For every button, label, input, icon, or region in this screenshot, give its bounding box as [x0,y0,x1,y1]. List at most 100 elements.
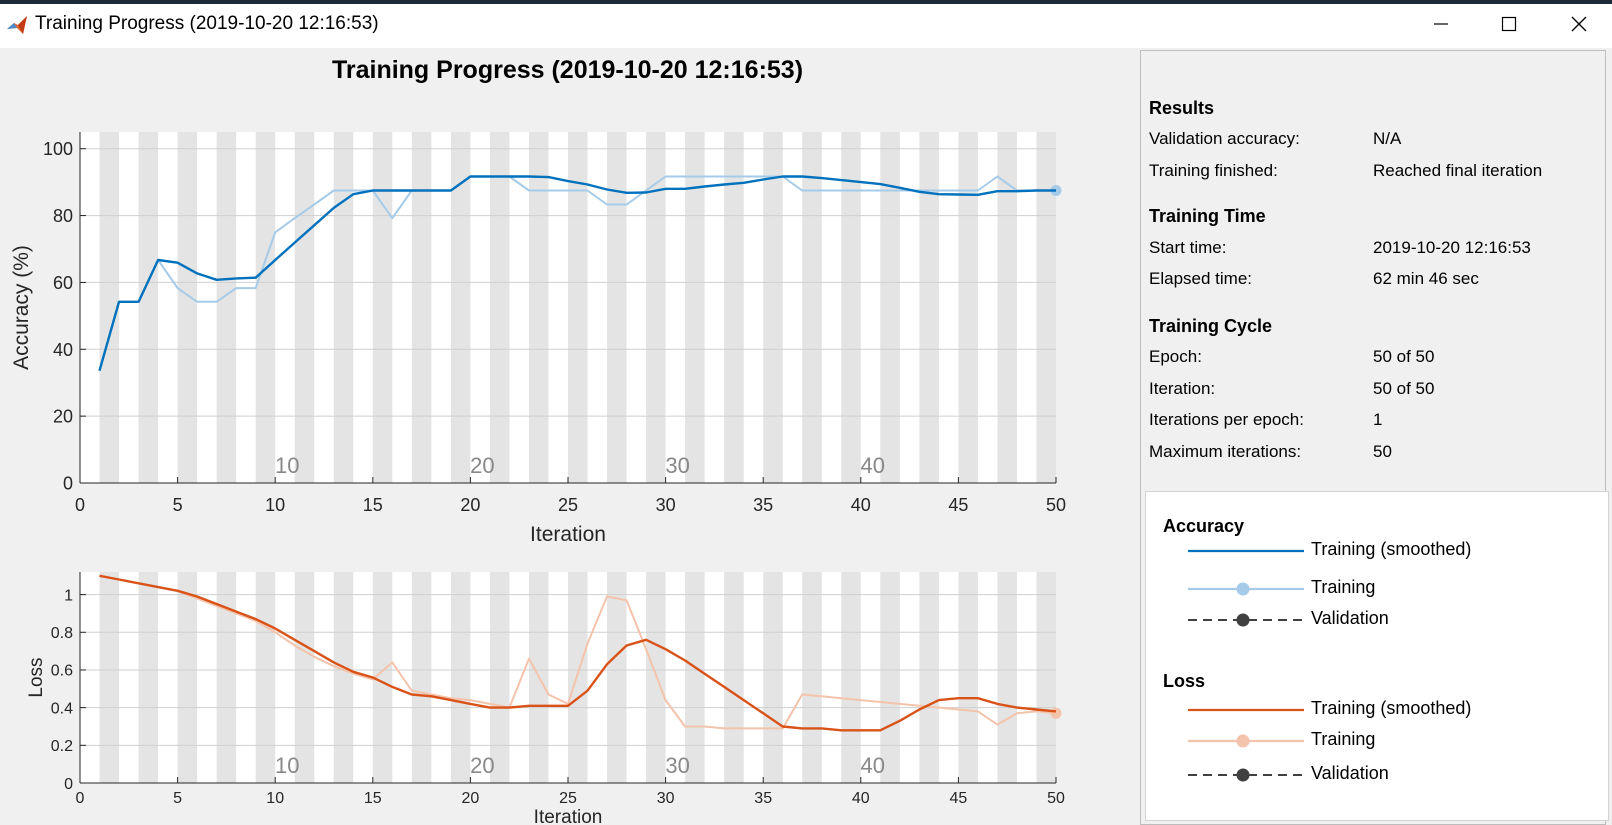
epoch-label: 30 [665,753,689,778]
x-tick-label: 30 [656,495,676,515]
minimize-button[interactable] [1408,0,1474,48]
epoch-label: Epoch: [1149,347,1202,366]
x-tick-label: 15 [364,790,382,807]
series-line-training [98,175,1056,371]
training-cycle-heading: Training Cycle [1149,316,1273,336]
validation-accuracy-label: Validation accuracy: [1149,129,1300,148]
final-point-marker [1050,707,1062,719]
series-line-smoothed [99,574,1057,732]
epoch-band [99,132,120,483]
epoch-band [685,572,705,783]
x-tick-label: 0 [75,495,85,515]
x-tick-label: 20 [460,495,480,515]
y-tick-label: 0.8 [51,625,73,642]
training-finished-label: Training finished: [1149,161,1278,180]
legend-accuracy-smoothed: Training (smoothed) [1311,539,1472,559]
x-tick-label: 45 [948,495,968,515]
epoch-band [1036,132,1056,483]
x-tick-label: 40 [851,495,871,515]
y-tick-label: 0.4 [51,700,73,717]
epoch-label: 10 [275,753,299,778]
accuracy-smoothed-swatch-icon [1188,549,1304,553]
x-tick-label: 10 [265,495,285,515]
epoch-band [255,572,276,783]
series-line-training [99,574,1057,730]
epoch-band [607,132,627,483]
epoch-label: 10 [275,453,299,478]
epoch-band [919,572,939,783]
epoch-band [841,572,861,783]
y-tick-label: 0 [63,473,73,493]
epoch-band [255,132,276,483]
legend-accuracy-training: Training [1311,577,1376,597]
epoch-band [646,572,666,783]
epoch-band [958,572,978,783]
x-tick-label: 35 [753,495,773,515]
maximize-icon [1501,16,1517,32]
iterations-per-epoch-value: 1 [1373,410,1383,429]
epoch-band [177,572,198,783]
epoch-band [763,132,783,483]
taskbar-strip [0,0,1612,4]
x-axis-label: Iteration [534,807,603,825]
window-title-bar: Training Progress (2019-10-20 12:16:53) [0,0,1612,48]
x-tick-label: 5 [173,495,183,515]
y-tick-label: 0.6 [51,663,73,680]
epoch-band [958,132,978,483]
results-heading: Results [1149,98,1215,118]
series-line-smoothed [98,175,1056,372]
legend-loss-validation: Validation [1311,763,1389,783]
x-tick-label: 10 [266,790,284,807]
epoch-band [724,132,744,483]
epoch-band [919,132,939,483]
y-axis-label: Accuracy (%) [10,245,33,370]
epoch-band [333,572,354,783]
x-tick-label: 45 [950,790,968,807]
loss-axes: 10 20 30 40 0 5 10 15 20 25 30 35 40 45 50 0 0.2 0.4 0.6 0.… [26,572,1065,825]
epoch-value: 50 of 50 [1373,347,1435,366]
epoch-band [763,572,783,783]
accuracy-axes: 10 20 30 40 0 5 10 15 20 25 30 35 40 45 50 0 20 40 60 80 100… [10,132,1066,546]
epoch-label: 40 [861,753,885,778]
minimize-icon [1434,23,1448,25]
legend-accuracy-validation: Validation [1311,608,1389,628]
epoch-band [294,132,315,483]
x-tick-label: 5 [173,790,182,807]
epoch-label: 40 [861,453,885,478]
epoch-band [568,132,588,483]
epoch-band [1036,572,1056,783]
epoch-label: 30 [665,453,689,478]
iteration-value: 50 of 50 [1373,379,1435,398]
x-tick-label: 50 [1047,790,1065,807]
legend-loss-smoothed: Training (smoothed) [1311,698,1472,718]
legend-accuracy-heading: Accuracy [1163,516,1245,536]
epoch-band [880,572,900,783]
epoch-label: 20 [470,753,494,778]
epoch-band [294,572,315,783]
x-axis-label: Iteration [530,523,606,546]
training-finished-value: Reached final iteration [1373,161,1543,180]
epoch-band [216,572,237,783]
epoch-band [99,572,120,783]
epoch-band [372,572,393,783]
x-tick-label: 20 [462,790,480,807]
legend-loss-training: Training [1311,729,1376,749]
x-tick-label: 30 [657,790,675,807]
close-button[interactable] [1546,0,1612,48]
validation-accuracy-value: N/A [1373,129,1402,148]
training-progress-plots: 10 20 30 400 5 10 15 20 25 30 35 40 45 50020406080100… [10,132,1066,825]
x-tick-label: 35 [754,790,772,807]
epoch-band [411,572,432,783]
epoch-band [333,132,354,483]
x-tick-label: 25 [558,495,578,515]
epoch-band [724,572,744,783]
start-time-value: 2019-10-20 12:16:53 [1373,238,1531,257]
epoch-band [568,572,588,783]
y-tick-label: 0.2 [51,738,73,755]
y-tick-label: 0 [64,776,73,793]
loss-training-swatch-icon [1188,734,1304,748]
x-tick-label: 15 [363,495,383,515]
maximum-iterations-value: 50 [1373,442,1392,461]
y-tick-label: 80 [53,206,73,226]
maximize-button[interactable] [1476,0,1542,48]
